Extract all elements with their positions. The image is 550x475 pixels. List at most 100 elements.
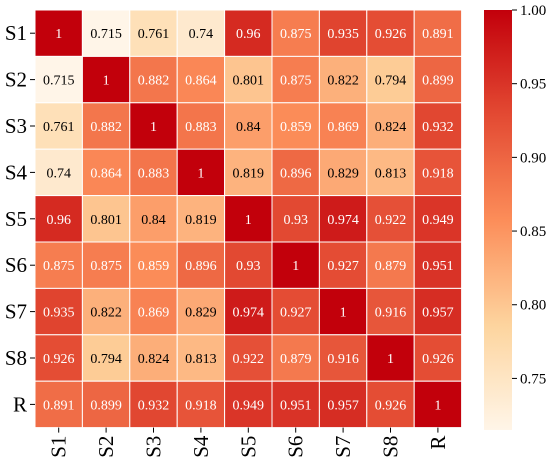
cell-value-label: 1 <box>197 166 204 181</box>
cell-value-label: 0.819 <box>185 213 217 228</box>
cell-value-label: 1 <box>103 74 110 89</box>
y-tick-label: S5 <box>5 207 27 231</box>
heatmap-cell-S8-S7 <box>318 334 368 382</box>
cell-value-label: 0.829 <box>327 166 359 181</box>
cell-value-label: 0.951 <box>280 398 312 413</box>
cell-value-label: 0.927 <box>327 259 359 274</box>
cell-value-label: 0.74 <box>46 166 71 181</box>
x-tick-label: S4 <box>189 435 213 458</box>
cell-value-label: 0.801 <box>233 74 265 89</box>
cell-value-label: 0.926 <box>375 27 407 42</box>
cell-value-label: 1 <box>55 27 62 42</box>
cell-value-label: 0.875 <box>280 74 312 89</box>
heatmap-cell-S4-R <box>413 148 463 197</box>
heatmap-cell-S5-S7 <box>318 195 368 243</box>
cell-value-label: 0.859 <box>138 259 170 274</box>
cell-value-label: 1 <box>150 120 157 135</box>
heatmap-cell-S7-S1 <box>34 287 83 336</box>
heatmap-cell-S2-S7 <box>318 55 368 104</box>
cell-value-label: 0.813 <box>375 166 407 181</box>
cell-value-label: 0.918 <box>185 398 217 413</box>
cell-value-label: 0.918 <box>422 166 454 181</box>
y-tick-label: S2 <box>5 68 27 92</box>
heatmap-cell-S3-S5 <box>224 102 273 150</box>
colorbar-tick-label: 1.00 <box>520 3 546 19</box>
heatmap-cell-S8-S4 <box>176 334 226 382</box>
cell-value-label: 0.869 <box>327 120 359 135</box>
cell-value-label: 0.949 <box>422 213 454 228</box>
cell-value-label: 0.794 <box>90 352 122 367</box>
cell-value-label: 0.93 <box>283 213 308 228</box>
colorbar-tick-label: 0.95 <box>520 77 546 93</box>
cell-value-label: 0.819 <box>233 166 265 181</box>
x-tick-label: S2 <box>94 436 118 458</box>
cell-value-label: 1 <box>245 213 252 228</box>
cell-value-label: 0.882 <box>90 120 122 135</box>
heatmap-cell-S8-R <box>413 334 463 382</box>
cell-value-label: 0.829 <box>185 306 217 321</box>
x-axis: S1 S2 S3 S4 S5 S6 S7 S8 R <box>47 427 450 458</box>
heatmap-cell-S2-S5 <box>224 55 273 104</box>
heatmap-cell-R-R <box>413 380 463 429</box>
heatmap-cell-S1-S2 <box>81 9 131 57</box>
cell-value-label: 0.875 <box>43 259 75 274</box>
x-tick-label: S1 <box>47 436 71 458</box>
cell-value-label: 0.883 <box>185 120 217 135</box>
heatmap-cell-R-S2 <box>81 380 131 429</box>
heatmap-cell-S4-S1 <box>34 148 83 197</box>
y-tick-label: S6 <box>5 253 27 277</box>
x-tick-label: S6 <box>284 436 308 458</box>
heatmap-cell-R-S5 <box>224 380 273 429</box>
heatmap-cell-S6-S3 <box>129 241 178 289</box>
cell-value-label: 0.957 <box>327 398 359 413</box>
heatmap-cell-S4-S2 <box>81 148 131 197</box>
heatmap-cell-S5-S6 <box>271 195 320 243</box>
cell-value-label: 0.822 <box>327 74 359 89</box>
colorbar-tick-label: 0.85 <box>520 224 546 240</box>
heatmap-cell-R-S6 <box>271 380 320 429</box>
cell-value-label: 0.891 <box>422 27 454 42</box>
cell-value-label: 0.932 <box>422 120 454 135</box>
cell-value-label: 0.864 <box>185 74 217 89</box>
colorbar-tick-label: 0.75 <box>520 371 546 387</box>
heatmap-cell-S3-S3 <box>129 102 178 150</box>
heatmap-cell-S1-S6 <box>271 9 320 57</box>
cell-value-label: 0.896 <box>280 166 312 181</box>
heatmap-cell-S4-S4 <box>176 148 226 197</box>
heatmap-cell-R-S1 <box>34 380 83 429</box>
heatmap-cell-R-S7 <box>318 380 368 429</box>
colorbar: 1.00 0.95 0.90 0.85 0.80 0.75 <box>484 3 546 430</box>
colorbar-tick-label: 0.80 <box>520 298 546 314</box>
cell-value-label: 0.761 <box>43 120 75 135</box>
heatmap-cell-S3-S4 <box>176 102 226 150</box>
cell-value-label: 1 <box>340 306 347 321</box>
x-tick-label: S3 <box>142 436 166 458</box>
cell-value-label: 0.882 <box>138 74 170 89</box>
heatmap-cell-S2-S1 <box>34 55 83 104</box>
cell-value-label: 0.926 <box>422 352 454 367</box>
heatmap-cell-S6-S4 <box>176 241 226 289</box>
heatmap-cell-S7-S2 <box>81 287 131 336</box>
cell-value-label: 0.932 <box>138 398 170 413</box>
cell-value-label: 0.935 <box>43 306 75 321</box>
cell-value-label: 1 <box>434 398 441 413</box>
cell-value-label: 0.883 <box>138 166 170 181</box>
cell-value-label: 0.974 <box>327 213 359 228</box>
x-tick-label: S5 <box>236 436 260 458</box>
x-tick-label: S7 <box>331 436 355 458</box>
cell-value-label: 0.869 <box>138 306 170 321</box>
heatmap-cell-S3-S2 <box>81 102 131 150</box>
heatmap-cell-R-S3 <box>129 380 178 429</box>
heatmap-cell-S5-S1 <box>34 195 83 243</box>
y-tick-label: S3 <box>5 114 27 138</box>
cell-value-label: 0.957 <box>422 306 454 321</box>
cell-value-label: 0.864 <box>90 166 122 181</box>
cell-value-label: 0.84 <box>236 120 261 135</box>
heatmap-cell-S2-R <box>413 55 463 104</box>
heatmap-cell-S1-S3 <box>129 9 178 57</box>
x-tick-label: R <box>426 436 450 450</box>
cell-value-label: 0.916 <box>327 352 359 367</box>
heatmap-cell-S5-R <box>413 195 463 243</box>
cell-value-label: 0.875 <box>280 27 312 42</box>
